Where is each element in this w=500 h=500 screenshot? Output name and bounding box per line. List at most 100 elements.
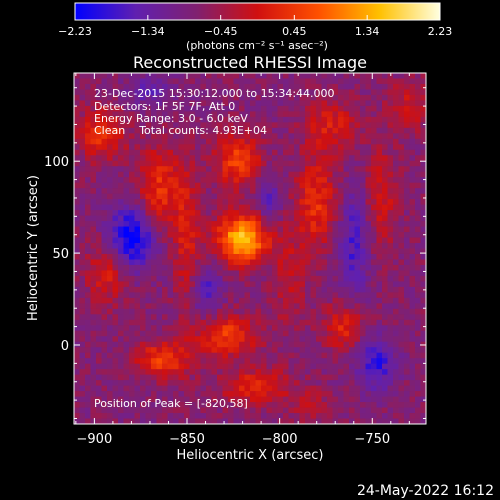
heatmap-cell xyxy=(123,171,130,178)
heatmap-cell xyxy=(74,308,81,315)
heatmap-cell xyxy=(415,319,422,326)
heatmap-cell xyxy=(316,264,323,272)
heatmap-cell xyxy=(354,385,361,392)
heatmap-cell xyxy=(321,314,328,321)
heatmap-cell xyxy=(382,259,389,266)
heatmap-cell xyxy=(129,89,136,96)
heatmap-cell xyxy=(189,385,196,392)
heatmap-cell xyxy=(156,253,163,261)
heatmap-cell xyxy=(382,253,389,261)
heatmap-cell xyxy=(294,144,301,151)
heatmap-cell xyxy=(233,221,240,228)
heatmap-cell xyxy=(360,248,367,255)
heatmap-cell xyxy=(288,138,295,145)
heatmap-cell xyxy=(354,243,361,250)
heatmap-cell xyxy=(327,413,334,420)
heatmap-cell xyxy=(96,160,103,167)
heatmap-cell xyxy=(112,89,119,96)
heatmap-cell xyxy=(305,188,312,195)
heatmap-cell xyxy=(134,407,141,414)
heatmap-cell xyxy=(151,78,158,85)
heatmap-cell xyxy=(283,418,290,424)
heatmap-cell xyxy=(349,237,356,244)
heatmap-cell xyxy=(233,149,240,156)
heatmap-cell xyxy=(393,286,400,293)
heatmap-cell xyxy=(151,215,158,222)
heatmap-cell xyxy=(101,78,108,85)
heatmap-cell xyxy=(123,297,130,304)
heatmap-cell xyxy=(85,166,92,173)
heatmap-cell xyxy=(217,243,224,250)
heatmap-cell xyxy=(250,281,257,288)
heatmap-cell xyxy=(145,374,152,381)
heatmap-cell xyxy=(74,336,81,343)
heatmap-cell xyxy=(173,226,180,233)
heatmap-cell xyxy=(140,297,147,304)
heatmap-cell xyxy=(200,358,207,365)
heatmap-cell xyxy=(239,155,246,162)
heatmap-cell xyxy=(112,78,119,85)
heatmap-cell xyxy=(365,149,372,156)
heatmap-cell xyxy=(189,402,196,409)
heatmap-cell xyxy=(327,253,334,261)
heatmap-cell xyxy=(178,166,185,173)
heatmap-cell xyxy=(101,352,108,359)
heatmap-cell xyxy=(244,83,251,91)
heatmap-cell xyxy=(189,341,196,348)
heatmap-cell xyxy=(299,292,306,299)
heatmap-cell xyxy=(96,369,103,376)
heatmap-cell xyxy=(376,232,383,239)
heatmap-cell xyxy=(349,193,356,200)
heatmap-cell xyxy=(321,177,328,184)
heatmap-cell xyxy=(79,204,86,211)
heatmap-cell xyxy=(272,275,279,282)
heatmap-cell xyxy=(107,155,114,162)
heatmap-cell xyxy=(310,270,317,277)
heatmap-cell xyxy=(145,237,152,244)
heatmap-cell xyxy=(382,171,389,178)
heatmap-cell xyxy=(79,418,86,424)
heatmap-cell xyxy=(288,111,295,118)
heatmap-cell xyxy=(272,155,279,162)
heatmap-cell xyxy=(189,78,196,85)
heatmap-cell xyxy=(90,325,97,332)
heatmap-cell xyxy=(211,226,218,233)
heatmap-cell xyxy=(272,116,279,123)
heatmap-cell xyxy=(393,199,400,206)
heatmap-cell xyxy=(239,177,246,184)
heatmap-cell xyxy=(233,160,240,167)
heatmap-cell xyxy=(321,341,328,348)
heatmap-cell xyxy=(140,248,147,255)
heatmap-cell xyxy=(376,221,383,228)
heatmap-cell xyxy=(228,166,235,173)
heatmap-cell xyxy=(349,330,356,337)
heatmap-cell xyxy=(409,138,416,145)
heatmap-cell xyxy=(189,83,196,91)
heatmap-cell xyxy=(112,127,119,134)
heatmap-cell xyxy=(409,396,416,403)
heatmap-cell xyxy=(327,138,334,145)
heatmap-cell xyxy=(195,418,202,424)
heatmap-cell xyxy=(393,281,400,288)
heatmap-cell xyxy=(321,396,328,403)
heatmap-cell xyxy=(398,363,405,370)
heatmap-cell xyxy=(360,78,367,85)
heatmap-cell xyxy=(371,204,378,211)
heatmap-cell xyxy=(96,111,103,118)
heatmap-cell xyxy=(294,83,301,91)
heatmap-cell xyxy=(173,380,180,387)
heatmap-cell xyxy=(200,275,207,282)
heatmap-cell xyxy=(140,352,147,359)
heatmap-cell xyxy=(233,226,240,233)
heatmap-cell xyxy=(74,78,81,85)
heatmap-cell xyxy=(404,182,411,189)
heatmap-cell xyxy=(134,314,141,321)
heatmap-cell xyxy=(321,380,328,387)
heatmap-cell xyxy=(277,149,284,156)
heatmap-cell xyxy=(151,226,158,233)
heatmap-cell xyxy=(349,160,356,167)
heatmap-cell xyxy=(145,358,152,365)
heatmap-cell xyxy=(173,319,180,326)
heatmap-cell xyxy=(255,297,262,304)
heatmap-cell xyxy=(85,204,92,211)
